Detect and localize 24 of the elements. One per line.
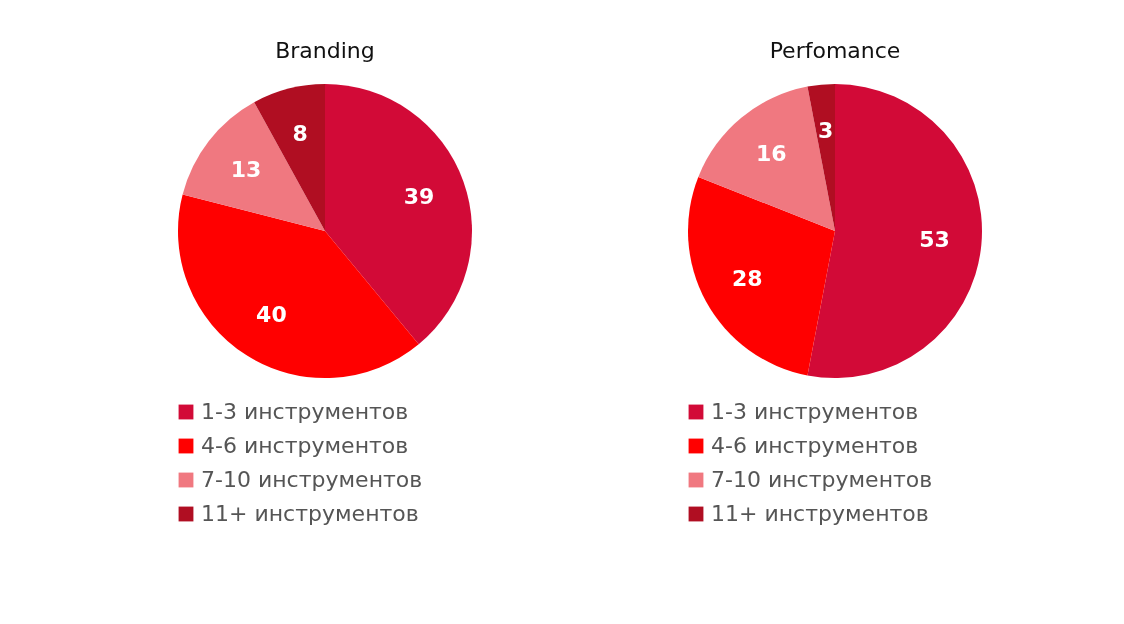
- chart-title: Perfomance: [769, 38, 901, 63]
- legend-label: 1-3 инструментов: [711, 399, 919, 424]
- pie-slice: [698, 86, 835, 231]
- legend-label: 11+ инструментов: [711, 501, 929, 526]
- legend-label: 4-6 инструментов: [711, 433, 919, 458]
- data-label: 28: [732, 266, 763, 292]
- pie-slice: [807, 84, 835, 231]
- data-label: 40: [256, 302, 287, 328]
- legend-label: 7-10 инструментов: [711, 467, 933, 492]
- chart-title: Branding: [275, 38, 375, 63]
- legend-label: 4-6 инструментов: [201, 433, 409, 458]
- legend-label: 1-3 инструментов: [201, 399, 409, 424]
- data-label: 3: [817, 118, 834, 144]
- pie-slice: [688, 176, 835, 376]
- data-label: 8: [292, 121, 308, 147]
- pie-slice: [807, 84, 982, 378]
- data-label: 16: [755, 140, 787, 166]
- legend-label: 11+ инструментов: [201, 501, 419, 526]
- data-label: 39: [403, 184, 435, 210]
- data-label: 53: [919, 227, 950, 253]
- legend-label: 7-10 инструментов: [201, 467, 423, 492]
- data-label: 13: [230, 156, 262, 182]
- pie-slice: [182, 102, 325, 231]
- pie-slice: [325, 84, 472, 345]
